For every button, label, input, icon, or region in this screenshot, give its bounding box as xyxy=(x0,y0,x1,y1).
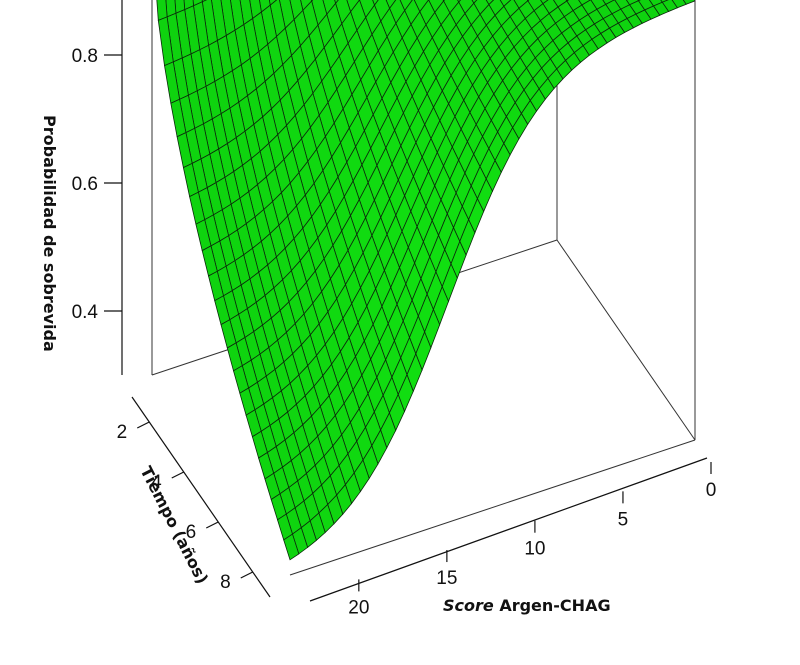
plot-box-front-edges xyxy=(289,0,696,576)
x-axis: 2 4 6 8 xyxy=(117,396,271,598)
z-tick-label: 0.8 xyxy=(72,46,98,67)
axes: 0.4 0.6 0.8 2 4 6 8 0 5 10 15 20 xyxy=(72,0,717,618)
z-tick-label: 0.4 xyxy=(72,302,99,323)
z-axis-title: Probabilidad de sobrevida xyxy=(40,115,59,352)
y-tick-label: 20 xyxy=(348,597,369,618)
x-tick xyxy=(171,471,185,479)
x-axis-title: Tiempo (años) xyxy=(136,463,212,587)
box-edge-front-floor-right xyxy=(289,439,696,576)
y-axis-line xyxy=(309,457,708,602)
box-edge-back-floor-right xyxy=(556,239,696,441)
y-axis-title-italic: Score xyxy=(443,596,494,615)
surface-facet xyxy=(283,533,300,561)
x-tick-label: 4 xyxy=(151,472,162,493)
y-tick-label: 0 xyxy=(706,480,717,501)
x-tick-label: 8 xyxy=(220,572,231,593)
y-axis: 0 5 10 15 20 xyxy=(309,457,717,618)
survival-surface xyxy=(156,0,696,561)
y-axis-title: Score Argen-CHAG xyxy=(443,596,611,615)
surface-facet xyxy=(156,0,168,21)
y-tick-label: 10 xyxy=(524,539,545,560)
y-axis-title-rest: Argen-CHAG xyxy=(494,596,611,615)
x-tick-label: 6 xyxy=(186,522,197,543)
x-tick xyxy=(205,521,219,529)
x-tick xyxy=(240,571,254,579)
z-axis: 0.4 0.6 0.8 xyxy=(72,0,153,375)
y-tick-label: 5 xyxy=(618,509,629,530)
y-tick-label: 15 xyxy=(436,568,457,589)
x-tick-label: 2 xyxy=(117,422,128,443)
x-axis-line xyxy=(131,396,271,598)
x-tick xyxy=(136,421,150,429)
z-tick-label: 0.6 xyxy=(72,174,98,195)
